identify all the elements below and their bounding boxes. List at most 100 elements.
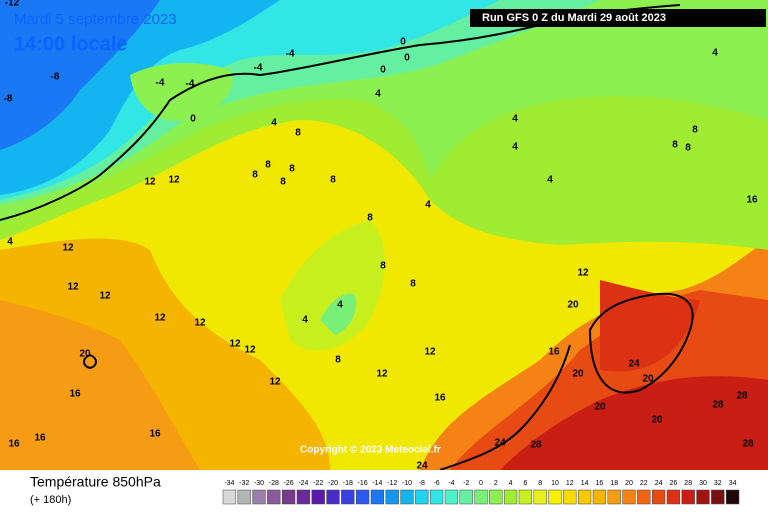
contour-label: -4 (156, 78, 165, 89)
legend-swatch (429, 489, 444, 505)
contour-label: 20 (642, 374, 654, 385)
contour-label: 12 (269, 377, 281, 388)
contour-label: 0 (400, 37, 406, 48)
contour-label: 12 (229, 339, 241, 350)
legend-swatch (296, 489, 311, 505)
contour-label: 4 (425, 200, 431, 211)
contour-label: 4 (712, 48, 718, 59)
legend-label: 34 (729, 480, 737, 487)
footer-title: Température 850hPa (30, 474, 161, 490)
contour-label: 12 (168, 175, 180, 186)
legend-swatch (252, 489, 266, 505)
contour-label: 16 (149, 429, 161, 440)
legend-swatch (222, 489, 237, 505)
map-background (0, 0, 768, 470)
legend-label: 2 (494, 480, 498, 487)
contour-label: 16 (548, 347, 560, 358)
color-legend: -34 -32 -30 -28 -26 -24 -22 -20 -18 -16 -14 -12 -10-… (222, 480, 740, 505)
contour-label: 8 (380, 261, 386, 272)
contour-label: -4 (286, 49, 295, 60)
contour-label: 8 (289, 164, 295, 175)
legend-label: 10 (551, 480, 559, 487)
legend-label: -6 (433, 480, 439, 487)
legend-label: 24 (655, 480, 663, 487)
legend-swatch (326, 489, 340, 505)
contour-label: 8 (410, 279, 416, 290)
contour-label: -4 (254, 63, 263, 74)
legend-label: -18 (343, 480, 353, 487)
contour-label: 28 (742, 439, 754, 450)
contour-label: 12 (424, 347, 436, 358)
contour-label: -8 (51, 72, 60, 83)
contour-label: 24 (416, 461, 428, 472)
legend-swatch (725, 489, 740, 505)
contour-label: -8 (4, 94, 13, 105)
legend-label: -2 (463, 480, 469, 487)
legend-label: -8 (419, 480, 425, 487)
legend-label: 0 (479, 480, 483, 487)
contour-label: 8 (692, 125, 698, 136)
legend-label: -30 (254, 480, 264, 487)
contour-label: 4 (7, 237, 13, 248)
legend-label: 14 (581, 480, 589, 487)
contour-label: 4 (547, 175, 553, 186)
contour-label: 4 (512, 142, 518, 153)
legend-swatch (444, 489, 459, 505)
contour-label: 12 (154, 313, 166, 324)
legend-label: 20 (625, 480, 633, 487)
legend-label: -28 (269, 480, 279, 487)
legend-swatch (281, 489, 296, 505)
legend-label: 16 (596, 480, 604, 487)
legend-label: -32 (239, 480, 249, 487)
legend-label: 30 (699, 480, 707, 487)
contour-label: 4 (271, 118, 277, 129)
contour-label: 16 (746, 195, 758, 206)
contour-label: 20 (651, 415, 663, 426)
contour-label: 20 (572, 369, 584, 380)
legend-swatch (607, 489, 621, 505)
legend-label: 26 (670, 480, 678, 487)
contour-label: 4 (337, 300, 343, 311)
contour-label: 16 (8, 439, 20, 450)
legend-swatch (533, 489, 547, 505)
contour-label: 16 (69, 389, 81, 400)
copyright: Copyright © 2023 Meteociel.fr (300, 445, 441, 456)
legend-swatch (341, 489, 355, 505)
forecast-date: Mardi 5 septembre 2023 (14, 11, 177, 28)
legend-swatch (651, 489, 666, 505)
legend-label: 22 (640, 480, 648, 487)
legend-swatch (592, 489, 607, 505)
contour-label: 16 (34, 433, 46, 444)
legend-label: -26 (284, 480, 294, 487)
contour-label: 20 (567, 300, 579, 311)
legend-label: 6 (523, 480, 527, 487)
forecast-time: 14:00 locale (14, 33, 127, 55)
legend-swatch (563, 489, 577, 505)
legend-swatch (518, 489, 533, 505)
legend-swatch (577, 489, 592, 505)
run-info: Run GFS 0 Z du Mardi 29 août 2023 (482, 12, 666, 24)
legend-label: -10 (402, 480, 412, 487)
legend-label: -14 (372, 480, 382, 487)
contour-label: -4 (186, 79, 195, 90)
legend-swatch (311, 489, 325, 505)
contour-label: 4 (302, 315, 308, 326)
contour-label: 12 (194, 318, 206, 329)
contour-label: 0 (404, 53, 410, 64)
contour-label: 8 (330, 175, 336, 186)
legend-label: 8 (538, 480, 542, 487)
legend-label: -34 (224, 480, 234, 487)
contour-label: 28 (530, 440, 542, 451)
contour-label: 28 (736, 391, 748, 402)
legend-label: 18 (610, 480, 618, 487)
contour-label: 12 (62, 243, 74, 254)
legend-swatch (711, 489, 725, 505)
contour-label: 8 (280, 177, 286, 188)
contour-label: 0 (190, 114, 196, 125)
legend-swatch (474, 489, 488, 505)
contour-label: 24 (628, 359, 640, 370)
legend-label: 4 (509, 480, 513, 487)
legend-label: 32 (714, 480, 722, 487)
legend-label: -16 (358, 480, 368, 487)
legend-label: -24 (298, 480, 308, 487)
